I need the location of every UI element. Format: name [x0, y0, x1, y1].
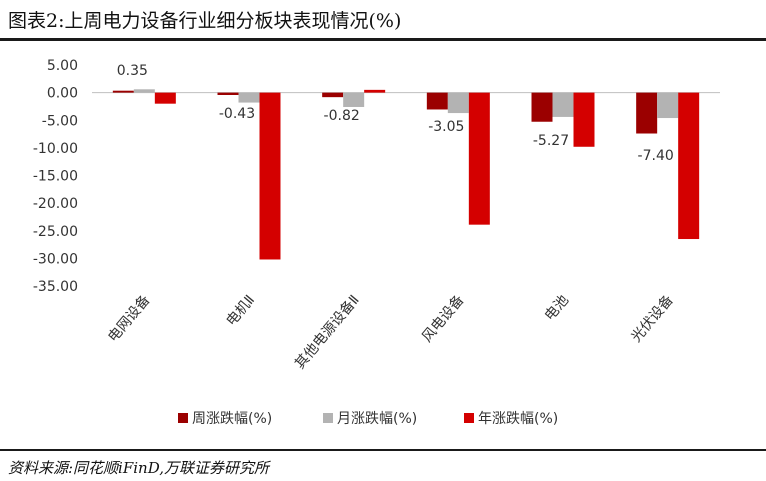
- bar-weekly-2: [322, 92, 344, 98]
- legend-label: 月涨跌幅(%): [337, 411, 417, 427]
- bar-weekly-4: [531, 92, 553, 122]
- chart-title: 图表2:上周电力设备行业细分板块表现情况(%): [8, 10, 402, 32]
- bar-weekly-0: [112, 90, 134, 93]
- bar-weekly-5: [636, 92, 658, 134]
- data-label: -3.05: [428, 119, 464, 135]
- bar-yearly-3: [468, 92, 490, 225]
- bar-chart: 5.00 0.00 -5.00 -10.00 -15.00 -20.00 -25.00 -30…: [33, 58, 720, 427]
- y-tick-label: -35.00: [33, 279, 78, 295]
- bar-monthly-5: [657, 92, 679, 119]
- bar-yearly-5: [678, 92, 700, 240]
- data-label: -0.82: [324, 108, 360, 124]
- legend-label: 年涨跌幅(%): [478, 411, 558, 427]
- y-tick-label: -30.00: [33, 251, 78, 267]
- source-note: 资料来源:同花顺iFinD,万联证券研究所: [8, 459, 269, 477]
- category-label: 电网设备: [104, 292, 153, 346]
- category-labels: 电网设备 电机Ⅱ 其他电源设备Ⅱ 风电设备 电池 光伏设备: [104, 292, 676, 373]
- data-label: 0.35: [117, 63, 148, 79]
- legend-swatch: [323, 413, 333, 423]
- y-tick-label: -10.00: [33, 141, 78, 157]
- bar-weekly-3: [426, 92, 448, 110]
- y-tick-label: 0.00: [47, 86, 78, 102]
- legend-label: 周涨跌幅(%): [192, 411, 272, 427]
- bar-yearly-4: [573, 92, 595, 147]
- bar-monthly-0: [133, 89, 155, 93]
- y-tick-label: -15.00: [33, 169, 78, 185]
- legend: 周涨跌幅(%) 月涨跌幅(%) 年涨跌幅(%): [178, 411, 558, 427]
- y-axis: 5.00 0.00 -5.00 -10.00 -15.00 -20.00 -25.00 -30…: [33, 58, 720, 295]
- category-label: 其他电源设备Ⅱ: [291, 292, 362, 373]
- y-tick-label: -25.00: [33, 224, 78, 240]
- category-label: 电机Ⅱ: [223, 292, 258, 329]
- data-label: -5.27: [533, 133, 569, 149]
- legend-swatch: [464, 413, 474, 423]
- bottom-rule: [0, 449, 766, 451]
- bar-monthly-3: [447, 92, 469, 114]
- bar-weekly-1: [217, 92, 239, 96]
- category-label: 光伏设备: [628, 292, 677, 346]
- data-labels: 0.35 -0.43 -0.82 -3.05 -5.27 -7.40: [117, 63, 674, 164]
- bar-monthly-4: [552, 92, 574, 117]
- category-label: 电池: [542, 292, 572, 324]
- bars: [112, 89, 700, 260]
- bar-yearly-0: [154, 92, 176, 104]
- y-tick-label: 5.00: [47, 58, 78, 74]
- y-tick-label: -5.00: [42, 113, 78, 129]
- bar-monthly-1: [238, 92, 260, 103]
- data-label: -0.43: [219, 106, 255, 122]
- bar-yearly-2: [364, 89, 386, 93]
- legend-swatch: [178, 413, 188, 423]
- category-label: 风电设备: [418, 292, 467, 346]
- data-label: -7.40: [638, 148, 674, 164]
- bar-monthly-2: [343, 92, 365, 107]
- bar-yearly-1: [259, 92, 281, 260]
- top-rule: [0, 38, 766, 41]
- y-tick-label: -20.00: [33, 196, 78, 212]
